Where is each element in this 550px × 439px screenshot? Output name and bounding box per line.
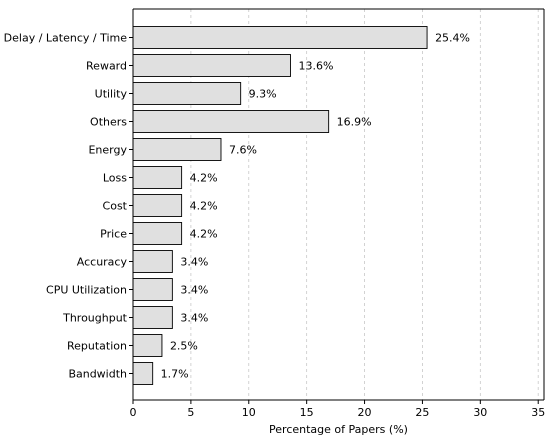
data-label: 13.6% <box>298 60 333 73</box>
data-label: 7.6% <box>229 144 257 157</box>
category-label: Price <box>100 228 127 241</box>
bar <box>132 54 291 77</box>
category-label: Utility <box>95 88 128 101</box>
x-tick-label: 10 <box>242 406 256 419</box>
bar <box>132 26 428 49</box>
x-tick-label: 0 <box>130 406 137 419</box>
data-label: 3.4% <box>180 256 208 269</box>
data-label: 16.9% <box>337 116 372 129</box>
x-tick-label: 5 <box>187 406 194 419</box>
bar <box>132 166 183 189</box>
category-label: Accuracy <box>77 256 128 269</box>
bar <box>132 82 242 105</box>
x-tick-label: 30 <box>473 406 487 419</box>
labels: Delay / Latency / Time 25.4% Reward 13.6% Ut… <box>4 32 546 420</box>
axes <box>132 8 545 401</box>
data-label: 3.4% <box>180 312 208 325</box>
bar <box>132 194 183 217</box>
category-label: CPU Utilization <box>46 284 127 297</box>
category-label: Reputation <box>67 340 127 353</box>
bar <box>132 278 173 301</box>
data-label: 9.3% <box>249 88 277 101</box>
data-label: 4.2% <box>190 200 218 213</box>
x-tick-label: 15 <box>300 406 314 419</box>
data-label: 2.5% <box>170 340 198 353</box>
x-axis-title: Percentage of Papers (%) <box>269 423 408 436</box>
bar <box>132 110 330 133</box>
bars <box>132 26 428 385</box>
category-label: Loss <box>103 172 127 185</box>
category-label: Others <box>90 116 127 129</box>
data-label: 25.4% <box>435 32 470 45</box>
category-label: Delay / Latency / Time <box>4 32 128 45</box>
data-label: 1.7% <box>161 368 189 381</box>
category-label: Cost <box>103 200 128 213</box>
data-label: 4.2% <box>190 172 218 185</box>
grid-lines <box>190 9 539 400</box>
category-label: Energy <box>88 144 127 157</box>
category-label: Reward <box>86 60 127 73</box>
data-label: 4.2% <box>190 228 218 241</box>
x-tick-label: 20 <box>358 406 372 419</box>
category-label: Throughput <box>62 312 128 325</box>
category-label: Bandwidth <box>68 368 127 381</box>
data-label: 3.4% <box>180 284 208 297</box>
x-tick-label: 35 <box>531 406 545 419</box>
x-tick-label: 25 <box>415 406 429 419</box>
bar <box>132 138 222 161</box>
bar <box>132 222 183 245</box>
bar <box>132 306 173 329</box>
bar <box>132 250 173 273</box>
bar <box>132 362 154 385</box>
bar <box>132 334 163 357</box>
